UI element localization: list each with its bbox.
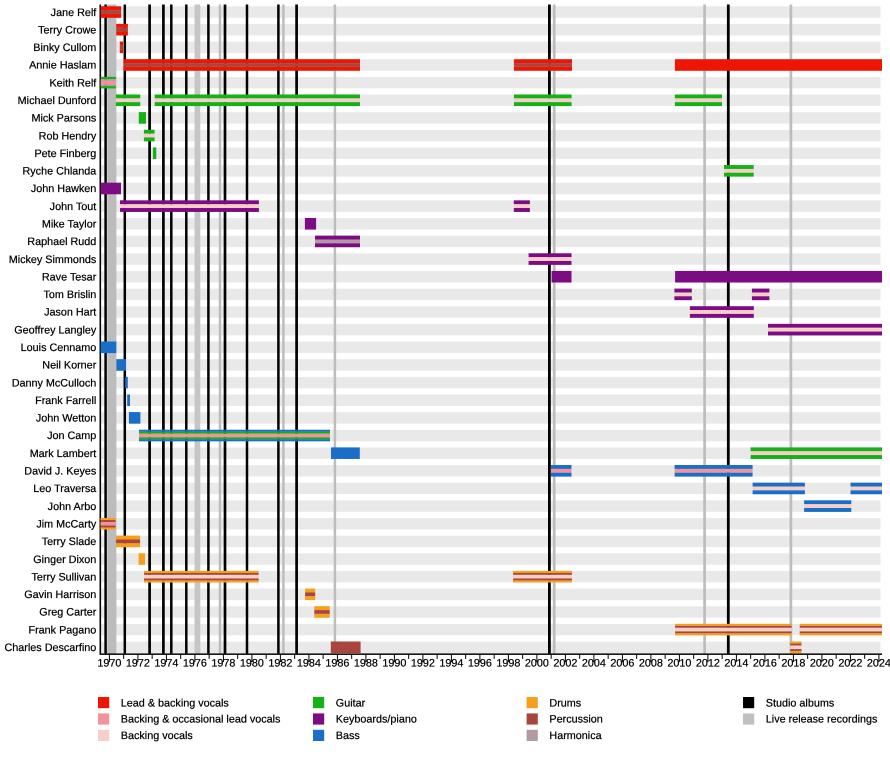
svg-text:1994: 1994 <box>439 658 463 670</box>
svg-text:2002: 2002 <box>553 658 577 670</box>
svg-text:2014: 2014 <box>724 658 748 670</box>
svg-text:Mickey Simmonds: Mickey Simmonds <box>9 254 97 266</box>
svg-text:1990: 1990 <box>382 658 406 670</box>
svg-text:Pete Finberg: Pete Finberg <box>34 148 96 160</box>
svg-text:1982: 1982 <box>268 658 292 670</box>
svg-text:1996: 1996 <box>468 658 492 670</box>
svg-text:Jane Relf: Jane Relf <box>51 7 98 19</box>
svg-text:2012: 2012 <box>696 658 720 670</box>
svg-text:Jon Camp: Jon Camp <box>47 430 96 442</box>
svg-text:Neil Korner: Neil Korner <box>42 360 96 372</box>
svg-text:1978: 1978 <box>211 658 235 670</box>
svg-text:2000: 2000 <box>525 658 549 670</box>
svg-text:John Wetton: John Wetton <box>36 413 96 425</box>
svg-text:Bass: Bass <box>336 730 361 742</box>
svg-text:David J. Keyes: David J. Keyes <box>24 466 97 478</box>
svg-text:2020: 2020 <box>810 658 834 670</box>
svg-text:Rave Tesar: Rave Tesar <box>42 271 97 283</box>
svg-text:Ryche Chlanda: Ryche Chlanda <box>22 166 96 178</box>
svg-text:Binky Cullom: Binky Cullom <box>33 42 96 54</box>
svg-text:Drums: Drums <box>549 697 581 709</box>
svg-text:Mark Lambert: Mark Lambert <box>30 448 97 460</box>
svg-text:2008: 2008 <box>639 658 663 670</box>
svg-text:Rob Hendry: Rob Hendry <box>39 130 97 142</box>
svg-text:Mick Parsons: Mick Parsons <box>31 113 96 125</box>
svg-text:Leo Traversa: Leo Traversa <box>33 483 96 495</box>
svg-text:2004: 2004 <box>582 658 606 670</box>
svg-text:Terry Sullivan: Terry Sullivan <box>31 571 96 583</box>
svg-text:Harmonica: Harmonica <box>549 730 601 742</box>
svg-text:2024: 2024 <box>867 658 890 670</box>
svg-text:Frank Pagano: Frank Pagano <box>28 624 96 636</box>
svg-text:Terry Crowe: Terry Crowe <box>38 24 96 36</box>
svg-text:Keith Relf: Keith Relf <box>49 77 97 89</box>
svg-text:2018: 2018 <box>781 658 805 670</box>
svg-text:2006: 2006 <box>610 658 634 670</box>
svg-text:Frank Farrell: Frank Farrell <box>35 395 96 407</box>
svg-text:1980: 1980 <box>240 658 264 670</box>
svg-text:1986: 1986 <box>325 658 349 670</box>
svg-text:Ginger Dixon: Ginger Dixon <box>33 554 96 566</box>
svg-text:Studio albums: Studio albums <box>766 697 835 709</box>
svg-text:Lead & backing vocals: Lead & backing vocals <box>121 697 230 709</box>
svg-text:1976: 1976 <box>183 658 207 670</box>
svg-text:Mike Taylor: Mike Taylor <box>42 218 97 230</box>
svg-text:2022: 2022 <box>838 658 862 670</box>
svg-text:1970: 1970 <box>97 658 121 670</box>
svg-text:Jason Hart: Jason Hart <box>44 307 96 319</box>
svg-text:Terry Slade: Terry Slade <box>42 536 97 548</box>
svg-text:John Hawken: John Hawken <box>31 183 96 195</box>
svg-text:1998: 1998 <box>496 658 520 670</box>
svg-text:1988: 1988 <box>354 658 378 670</box>
svg-text:Gavin Harrison: Gavin Harrison <box>24 589 96 601</box>
svg-text:Backing & occasional lead voca: Backing & occasional lead vocals <box>121 714 281 726</box>
svg-text:1984: 1984 <box>297 658 321 670</box>
svg-text:2016: 2016 <box>753 658 777 670</box>
svg-text:1974: 1974 <box>154 658 178 670</box>
svg-text:John Tout: John Tout <box>50 201 97 213</box>
svg-text:Louis Cennamo: Louis Cennamo <box>21 342 97 354</box>
svg-text:Danny McCulloch: Danny McCulloch <box>12 377 97 389</box>
svg-text:Jim McCarty: Jim McCarty <box>36 518 97 530</box>
svg-text:Greg Carter: Greg Carter <box>39 607 96 619</box>
svg-text:Keyboards/piano: Keyboards/piano <box>336 714 417 726</box>
svg-text:Geoffrey Langley: Geoffrey Langley <box>14 324 97 336</box>
svg-text:1972: 1972 <box>126 658 150 670</box>
svg-text:Live release recordings: Live release recordings <box>766 714 878 726</box>
svg-text:Percussion: Percussion <box>549 714 602 726</box>
svg-text:Guitar: Guitar <box>336 697 366 709</box>
svg-text:John Arbo: John Arbo <box>48 501 97 513</box>
svg-text:Michael Dunford: Michael Dunford <box>18 95 97 107</box>
svg-text:2010: 2010 <box>667 658 691 670</box>
svg-text:1992: 1992 <box>411 658 435 670</box>
svg-text:Backing vocals: Backing vocals <box>121 730 194 742</box>
svg-text:Raphael Rudd: Raphael Rudd <box>27 236 96 248</box>
svg-text:Tom Brislin: Tom Brislin <box>44 289 97 301</box>
svg-text:Charles Descarfino: Charles Descarfino <box>4 642 96 654</box>
svg-text:Annie Haslam: Annie Haslam <box>29 60 96 72</box>
